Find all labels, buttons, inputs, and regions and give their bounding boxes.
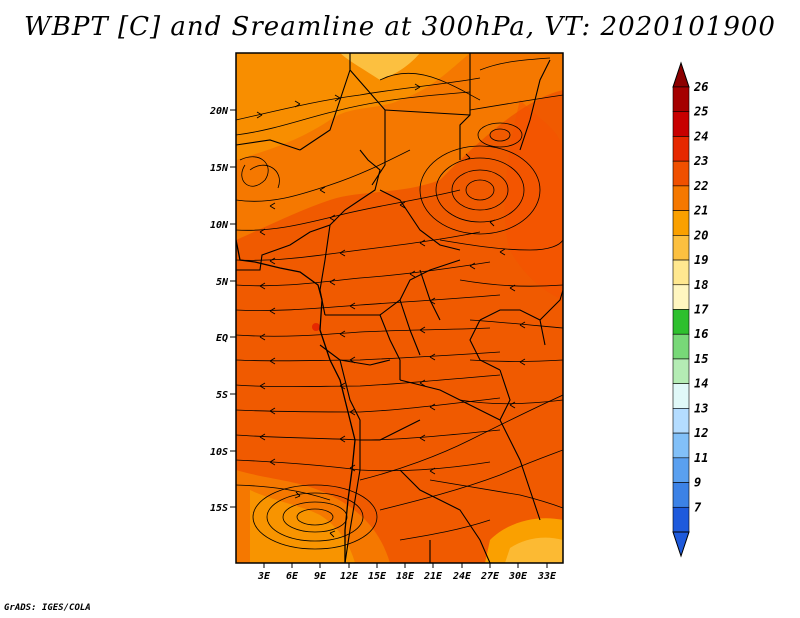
lon-label: 9E — [314, 571, 327, 582]
lon-label: 24E — [452, 571, 472, 582]
lat-label: 10N — [210, 220, 229, 231]
lat-axis: 20N 15N 10N 5N EQ 5S 10S 15S — [209, 106, 236, 514]
colorbar-swatch — [672, 185, 690, 211]
colorbar-label: 23 — [693, 154, 708, 168]
colorbar-bottom-arrow — [672, 531, 690, 558]
colorbar-swatch — [672, 160, 690, 187]
lat-label: 15N — [210, 163, 229, 174]
lon-label: 15E — [368, 571, 387, 582]
colorbar-swatch — [672, 86, 690, 113]
lon-axis: 3E 6E 9E 12E 15E 18E 21E 24E 27E 30E 33E — [257, 563, 557, 582]
lon-label: 6E — [286, 571, 299, 582]
colorbar-swatch — [672, 506, 690, 533]
chart-title: WBPT [C] and Sreamline at 300hPa, VT: 20… — [24, 12, 776, 42]
colorbar-swatch — [672, 136, 690, 162]
colorbar-swatch — [672, 432, 690, 459]
colorbar-swatch — [672, 358, 690, 384]
colorbar-label: 13 — [694, 401, 708, 415]
colorbar-swatch — [672, 111, 690, 137]
colorbar-label: 12 — [694, 426, 708, 440]
lon-label: 21E — [423, 571, 443, 582]
colorbar-label: 17 — [694, 303, 709, 317]
lat-label: 5N — [216, 277, 229, 288]
colorbar-label: 24 — [693, 129, 708, 143]
lat-label: 10S — [210, 447, 228, 458]
colorbar-label: 22 — [693, 179, 708, 193]
colorbar-label: 14 — [694, 377, 708, 391]
colorbar-label: 7 — [694, 500, 702, 514]
lat-label: 15S — [210, 503, 228, 514]
colorbar: 26 25 24 23 22 21 20 19 18 17 16 15 14 13 12 11 9 7 — [672, 61, 709, 558]
colorbar-label: 9 — [694, 476, 701, 490]
colorbar-label: 19 — [694, 253, 708, 267]
colorbar-swatch — [672, 482, 690, 508]
lon-label: 18E — [396, 571, 415, 582]
colorbar-swatch — [672, 235, 690, 261]
colorbar-label: 15 — [694, 352, 708, 366]
colorbar-label: 16 — [694, 327, 708, 341]
colorbar-swatch — [672, 383, 690, 409]
lon-label: 27E — [480, 571, 500, 582]
colorbar-label: 18 — [694, 278, 708, 292]
colorbar-label: 21 — [693, 204, 708, 218]
lat-label: 20N — [209, 106, 229, 117]
lon-label: 33E — [537, 571, 557, 582]
lon-label: 30E — [508, 571, 528, 582]
colorbar-swatch — [672, 259, 690, 286]
colorbar-label: 20 — [693, 228, 708, 242]
colorbar-swatch — [672, 210, 690, 236]
footer-credit: GrADS: IGES/COLA — [4, 603, 91, 613]
lon-label: 3E — [257, 571, 271, 582]
map-panel — [236, 53, 563, 563]
lat-label: EQ — [216, 333, 228, 344]
map-frame — [235, 52, 564, 564]
colorbar-swatch — [672, 309, 690, 335]
lon-label: 12E — [340, 571, 359, 582]
colorbar-swatch — [672, 333, 690, 360]
colorbar-swatch — [672, 284, 690, 310]
colorbar-label: 25 — [693, 105, 708, 119]
colorbar-swatch — [672, 457, 690, 483]
colorbar-label: 26 — [693, 80, 708, 94]
colorbar-top-arrow — [672, 61, 690, 88]
colorbar-swatch — [672, 408, 690, 434]
lat-label: 5S — [216, 390, 228, 401]
colorbar-label: 11 — [694, 451, 708, 465]
